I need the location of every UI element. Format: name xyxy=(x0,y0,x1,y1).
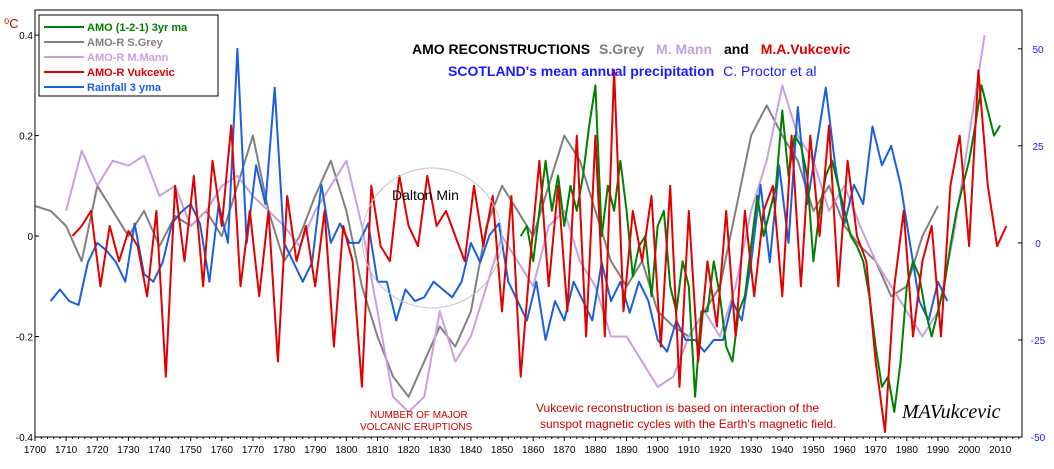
legend-box xyxy=(38,14,219,97)
subtitle-part-author: C. Proctor et al xyxy=(723,63,816,79)
y-tick-label: 0 xyxy=(27,232,33,243)
x-tick-label: 1720 xyxy=(86,445,109,456)
y-right-tick-label: 0 xyxy=(1035,239,1041,250)
x-tick-label: 1750 xyxy=(180,445,203,456)
y-tick-label: 0.4 xyxy=(19,31,33,42)
chart-subtitle: SCOTLAND's mean annual precipitation C. … xyxy=(448,63,817,79)
annotation-method-2: sunspot magnetic cycles with the Earth's… xyxy=(540,417,836,431)
x-tick-label: 1740 xyxy=(148,445,171,456)
y-unit-label: ⁰C xyxy=(4,16,19,31)
annotation-volcanic-1: NUMBER OF MAJOR xyxy=(370,410,468,421)
title-part-grey: S.Grey xyxy=(599,41,644,57)
x-tick-label: 1840 xyxy=(460,445,483,456)
legend: AMO (1-2-1) 3yr ma AMO-R S.Grey AMO-R M.… xyxy=(38,14,219,97)
annotation-method-1: Vukcevic reconstruction is based on inte… xyxy=(536,401,819,415)
x-tick-label: 1810 xyxy=(366,445,389,456)
annotation-volcanic-2: VOLCANIC ERUPTIONS xyxy=(360,422,473,433)
x-tick-label: 1760 xyxy=(211,445,234,456)
x-tick-label: 1730 xyxy=(117,445,140,456)
x-tick-label: 1850 xyxy=(491,445,514,456)
title-part-mann: M. Mann xyxy=(656,41,712,57)
y-right-tick-label: 50 xyxy=(1032,45,1044,56)
x-tick-label: 1980 xyxy=(896,445,919,456)
y-tick-label: -0.4 xyxy=(16,433,34,444)
legend-label-vukcevic: AMO-R Vukcevic xyxy=(87,67,175,79)
signature-text: MAVukcevic xyxy=(901,401,1001,423)
subtitle-part-main: SCOTLAND's mean annual precipitation xyxy=(448,63,714,79)
x-tick-label: 1830 xyxy=(429,445,452,456)
x-tick-label: 1870 xyxy=(553,445,576,456)
y-tick-label: -0.2 xyxy=(16,333,34,344)
plot-frame xyxy=(34,9,1023,438)
y-right-tick-label: -50 xyxy=(1031,433,1046,444)
title-part-vukcevic: M.A.Vukcevic xyxy=(761,41,851,57)
frame-layer xyxy=(34,9,1023,438)
title-part-main: AMO RECONSTRUCTIONS xyxy=(412,41,590,57)
legend-label-amo: AMO (1-2-1) 3yr ma xyxy=(87,22,188,34)
series-line-amo-r-vukcevic xyxy=(71,69,1008,433)
title-part-and: and xyxy=(724,41,749,57)
y-right-tick-label: -25 xyxy=(1031,336,1046,347)
x-tick-label: 1920 xyxy=(709,445,732,456)
x-tick-label: 1770 xyxy=(242,445,265,456)
chart-title: AMO RECONSTRUCTIONS S.Grey M. Mann and M… xyxy=(412,41,851,57)
x-tick-label: 1800 xyxy=(335,445,358,456)
x-tick-label: 1930 xyxy=(740,445,763,456)
axis-layer: 1700 1710 1720 1730 1740 1750 1760 1770 1780 1790… xyxy=(16,31,1046,456)
annotation-dalton-min: Dalton Min xyxy=(392,187,459,203)
x-tick-label: 1790 xyxy=(304,445,327,456)
x-tick-label: 1700 xyxy=(24,445,47,456)
x-tick-label: 1940 xyxy=(771,445,794,456)
x-tick-label: 1950 xyxy=(802,445,825,456)
legend-label-mann: AMO-R M.Mann xyxy=(87,52,169,64)
x-tick-label: 1880 xyxy=(584,445,607,456)
x-tick-label: 2010 xyxy=(989,445,1012,456)
x-tick-label: 2000 xyxy=(958,445,981,456)
x-tick-label: 1780 xyxy=(273,445,296,456)
y-right-tick-label: 25 xyxy=(1032,142,1044,153)
x-tick-label: 1890 xyxy=(615,445,638,456)
x-tick-label: 1910 xyxy=(678,445,701,456)
legend-label-grey: AMO-R S.Grey xyxy=(87,37,164,49)
x-tick-label: 1990 xyxy=(927,445,950,456)
dalton-min-circle xyxy=(361,167,503,309)
x-tick-label: 1960 xyxy=(833,445,856,456)
x-tick-label: 1860 xyxy=(522,445,545,456)
y-tick-label: 0.2 xyxy=(19,132,33,143)
series-line-amo-r-m-mann xyxy=(65,34,986,413)
legend-label-rainfall: Rainfall 3 yma xyxy=(87,82,162,94)
x-tick-label: 1900 xyxy=(647,445,670,456)
x-tick-label: 1970 xyxy=(865,445,888,456)
x-tick-label: 1710 xyxy=(55,445,78,456)
series-layer xyxy=(34,34,1008,433)
x-tick-label: 1820 xyxy=(398,445,421,456)
series-line-rainfall-3-yma xyxy=(49,47,949,353)
